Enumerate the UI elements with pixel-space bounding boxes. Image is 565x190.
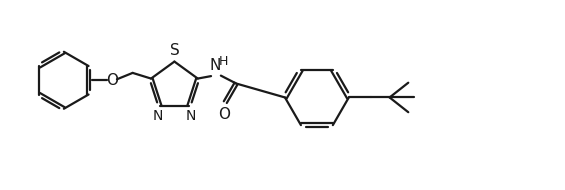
Text: N: N [186,109,197,124]
Text: O: O [218,107,230,122]
Text: O: O [106,73,118,88]
Text: N: N [210,58,221,73]
Text: N: N [153,109,163,124]
Text: H: H [219,55,228,68]
Text: S: S [170,43,179,58]
